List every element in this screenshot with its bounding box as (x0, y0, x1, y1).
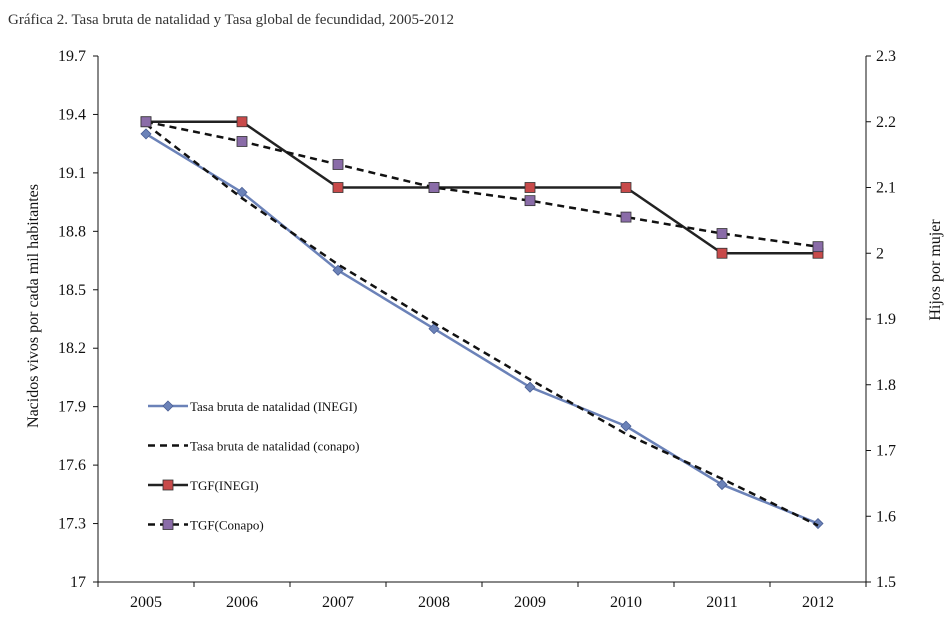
data-point (162, 400, 174, 412)
series-line (146, 120, 818, 255)
y2-tick-label: 2.1 (876, 180, 896, 197)
legend: Tasa bruta de natalidad (INEGI) Tasa brut… (148, 399, 359, 533)
y2-tick-label: 2.2 (876, 114, 896, 131)
data-point (620, 420, 632, 432)
legend-label: TGF(INEGI) (190, 478, 259, 493)
data-point (812, 241, 824, 253)
data-point (140, 116, 152, 128)
series-1 (140, 128, 824, 530)
y-tick-label: 18.2 (58, 340, 86, 357)
data-point (162, 519, 174, 530)
y-tick-label: 18.5 (58, 282, 86, 299)
y-tick-label: 17.3 (58, 516, 86, 533)
y2-tick-label: 1.8 (876, 377, 896, 394)
y-tick-label: 19.4 (58, 106, 86, 123)
y-axis-label: Nacidos vivos por cada mil habitantes (25, 184, 42, 428)
axes: 17 17.3 17.6 17.9 18.2 18.5 18.8 19.1 19.4 19.7 1.… (58, 48, 896, 611)
data-point (332, 264, 344, 276)
y2-tick-label: 1.6 (876, 508, 896, 525)
data-point (524, 182, 536, 193)
y-tick-label: 18.8 (58, 223, 86, 240)
x-tick-label: 2006 (226, 594, 258, 611)
series-layer (140, 116, 824, 530)
legend-label: Tasa bruta de natalidad (conapo) (190, 439, 359, 454)
data-point (332, 182, 344, 193)
y-tick-label: 19.1 (58, 165, 86, 182)
legend-label: Tasa bruta de natalidad (INEGI) (190, 399, 357, 414)
y2-tick-label: 1.5 (876, 574, 896, 591)
legend-item: Tasa bruta de natalidad (INEGI) (148, 399, 357, 414)
series-line (145, 132, 819, 525)
y2-tick-label: 1.9 (876, 311, 896, 328)
legend-item: TGF(INEGI) (148, 478, 259, 493)
series-2 (145, 123, 819, 527)
y-tick-label: 17 (70, 574, 86, 591)
y2-axis-label: Hijos por mujer (927, 219, 944, 321)
data-point (716, 479, 728, 491)
y-tick-label: 19.7 (58, 48, 86, 65)
data-point (162, 479, 174, 491)
data-point (716, 228, 728, 239)
data-point (620, 182, 632, 193)
series-3 (140, 116, 824, 259)
data-point (428, 182, 440, 193)
data-point (812, 517, 824, 530)
x-tick-label: 2010 (610, 594, 642, 611)
x-tick-label: 2009 (514, 594, 546, 611)
series-line (145, 123, 819, 527)
data-point (140, 128, 152, 140)
y2-tick-label: 1.7 (876, 443, 896, 460)
y2-tick-label: 2.3 (876, 48, 896, 65)
data-point (428, 323, 440, 335)
chart-title: Gráfica 2. Tasa bruta de natalidad y Tas… (8, 12, 454, 28)
x-tick-label: 2005 (130, 594, 162, 611)
x-tick-label: 2008 (418, 594, 450, 611)
x-tick-label: 2011 (706, 594, 737, 611)
x-tick-label: 2007 (322, 594, 354, 611)
data-point (236, 136, 248, 147)
y2-tick-label: 2 (876, 245, 884, 262)
data-point (524, 381, 536, 393)
legend-item: TGF(Conapo) (148, 518, 264, 533)
legend-item: Tasa bruta de natalidad (conapo) (148, 439, 359, 454)
y-tick-label: 17.6 (58, 457, 86, 474)
series-line (145, 120, 819, 248)
data-point (716, 247, 728, 259)
legend-label: TGF(Conapo) (190, 518, 264, 533)
data-point (620, 211, 632, 223)
data-point (236, 116, 248, 128)
series-4 (140, 116, 824, 253)
x-tick-label: 2012 (802, 594, 834, 611)
data-point (524, 195, 536, 207)
data-point (332, 159, 344, 170)
y-tick-label: 17.9 (58, 399, 86, 416)
